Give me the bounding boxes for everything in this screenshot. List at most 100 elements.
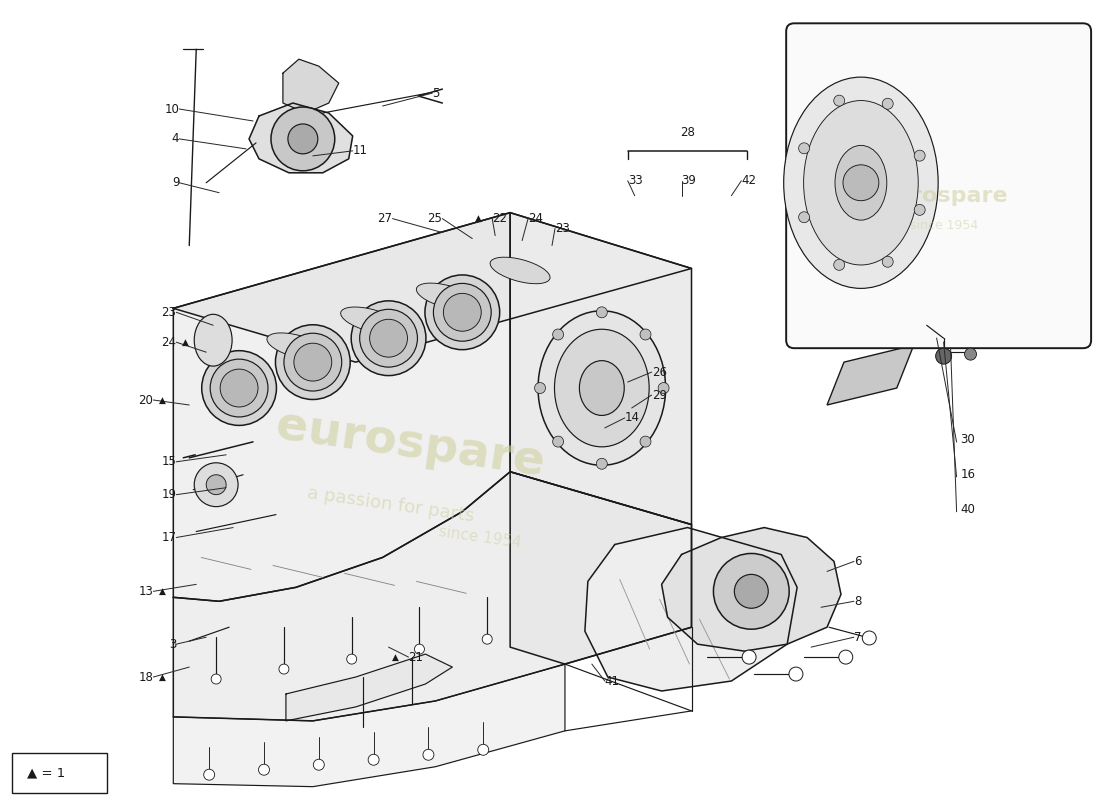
Text: ▲: ▲	[183, 338, 189, 346]
Circle shape	[415, 644, 425, 654]
Circle shape	[789, 667, 803, 681]
Ellipse shape	[351, 301, 426, 375]
Ellipse shape	[195, 314, 232, 366]
Ellipse shape	[554, 330, 649, 447]
Circle shape	[843, 165, 879, 201]
Text: eurospare: eurospare	[880, 186, 1008, 206]
Circle shape	[914, 150, 925, 161]
Ellipse shape	[491, 257, 550, 284]
Circle shape	[211, 674, 221, 684]
Polygon shape	[174, 213, 692, 362]
Text: 26: 26	[651, 366, 667, 378]
Text: 29: 29	[651, 389, 667, 402]
Circle shape	[799, 212, 810, 222]
Ellipse shape	[835, 146, 887, 220]
Ellipse shape	[425, 275, 499, 350]
Circle shape	[552, 329, 563, 340]
Ellipse shape	[220, 369, 258, 407]
Circle shape	[422, 750, 433, 760]
Text: 8: 8	[854, 594, 861, 608]
Text: 18: 18	[139, 670, 153, 683]
Ellipse shape	[538, 311, 666, 466]
Text: 7: 7	[854, 630, 861, 644]
Polygon shape	[286, 654, 452, 721]
Text: 6: 6	[854, 555, 861, 568]
Polygon shape	[249, 103, 353, 173]
Ellipse shape	[804, 101, 918, 265]
Text: ▲: ▲	[160, 587, 166, 596]
Circle shape	[206, 474, 227, 494]
Text: 11: 11	[353, 144, 367, 158]
Circle shape	[834, 95, 845, 106]
Text: ▲: ▲	[475, 214, 482, 223]
Circle shape	[742, 650, 756, 664]
Circle shape	[735, 574, 768, 608]
Text: 19: 19	[162, 488, 176, 501]
Text: 23: 23	[556, 222, 570, 235]
Text: 28: 28	[680, 126, 695, 139]
Ellipse shape	[443, 294, 481, 331]
Text: 13: 13	[139, 585, 153, 598]
Circle shape	[195, 462, 238, 506]
Ellipse shape	[210, 359, 268, 417]
Circle shape	[965, 348, 977, 360]
Text: 3: 3	[169, 638, 176, 650]
Circle shape	[834, 259, 845, 270]
Ellipse shape	[360, 310, 418, 367]
Circle shape	[477, 744, 488, 755]
Circle shape	[346, 654, 356, 664]
Ellipse shape	[417, 283, 476, 310]
Text: 10: 10	[164, 102, 179, 115]
Ellipse shape	[284, 334, 342, 391]
Text: 24: 24	[528, 212, 543, 225]
Text: 22: 22	[492, 212, 507, 225]
Text: 23: 23	[162, 306, 176, 319]
Circle shape	[882, 98, 893, 110]
Polygon shape	[174, 213, 510, 602]
Text: 33: 33	[628, 174, 642, 187]
Text: eurospare: eurospare	[273, 404, 548, 486]
Text: 21: 21	[408, 650, 424, 664]
Text: 15: 15	[162, 455, 176, 468]
Text: since 1954: since 1954	[438, 524, 522, 550]
Text: 30: 30	[960, 434, 976, 446]
Ellipse shape	[580, 361, 624, 415]
Text: 40: 40	[960, 503, 976, 516]
Circle shape	[368, 754, 379, 766]
Circle shape	[482, 634, 492, 644]
Text: 42: 42	[741, 174, 757, 187]
Text: ▲ = 1: ▲ = 1	[26, 766, 65, 779]
Text: ▲: ▲	[392, 653, 398, 662]
Polygon shape	[283, 59, 339, 113]
Text: 24: 24	[162, 336, 176, 349]
Circle shape	[714, 554, 789, 630]
Polygon shape	[883, 50, 1070, 326]
Polygon shape	[510, 472, 692, 664]
Ellipse shape	[267, 333, 327, 359]
Ellipse shape	[275, 325, 350, 399]
Circle shape	[839, 650, 853, 664]
Ellipse shape	[370, 319, 407, 357]
Circle shape	[640, 436, 651, 447]
Text: since 1954: since 1954	[910, 219, 978, 232]
Text: 20: 20	[139, 394, 153, 406]
Circle shape	[204, 770, 214, 780]
Circle shape	[535, 382, 546, 394]
Circle shape	[658, 382, 669, 394]
FancyBboxPatch shape	[786, 23, 1091, 348]
Ellipse shape	[433, 283, 492, 342]
Text: 17: 17	[162, 531, 176, 544]
Circle shape	[258, 764, 270, 775]
Text: 16: 16	[960, 468, 976, 482]
Text: ▲: ▲	[160, 673, 166, 682]
Circle shape	[640, 329, 651, 340]
Circle shape	[882, 256, 893, 267]
Text: ▲: ▲	[160, 395, 166, 405]
Text: 14: 14	[625, 411, 640, 425]
Polygon shape	[661, 527, 842, 651]
Text: 25: 25	[428, 212, 442, 225]
Ellipse shape	[294, 343, 332, 381]
Text: 41: 41	[605, 674, 619, 687]
Circle shape	[799, 143, 810, 154]
Text: 5: 5	[432, 86, 440, 99]
